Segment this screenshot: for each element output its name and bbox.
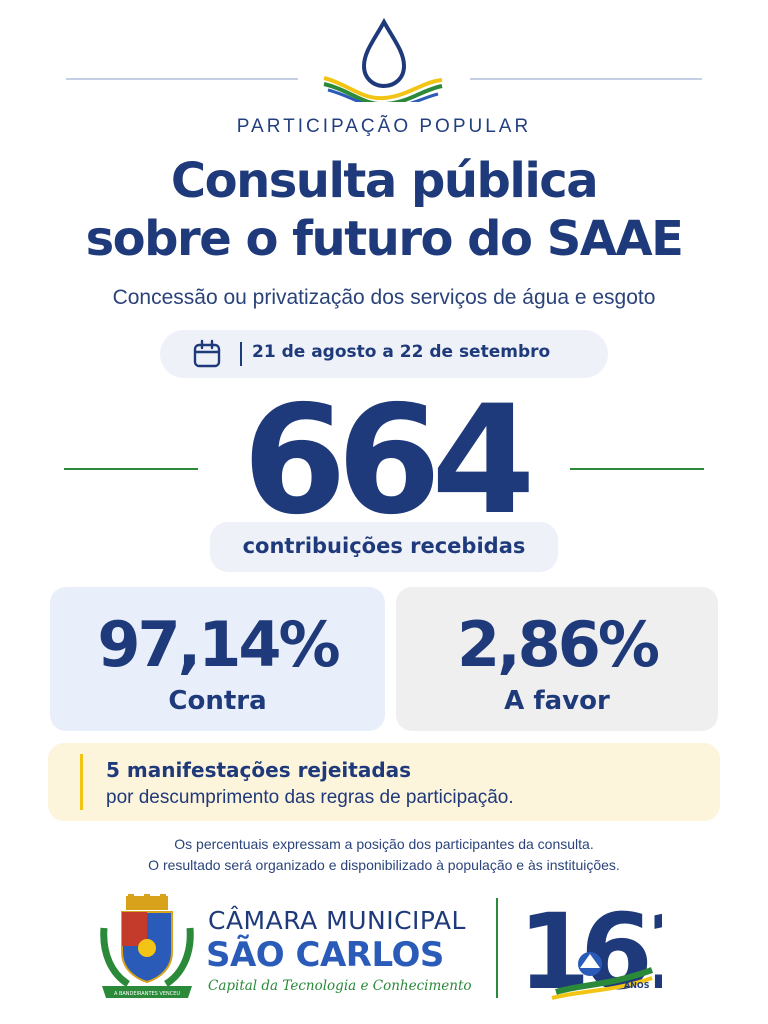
footer-separator (496, 898, 498, 998)
date-range: 21 de agosto a 22 de setembro (252, 342, 551, 362)
contributions-label: contribuições recebidas (242, 534, 526, 558)
anniversary-161-logo: 161 (518, 892, 662, 1002)
title-line-2: sobre o futuro do SAAE (85, 211, 684, 267)
title-line-1: Consulta pública (170, 153, 599, 209)
page-title: Consulta pública sobre o futuro do SAAE (0, 152, 768, 268)
kicker: PARTICIPAÇÃO POPULAR (236, 116, 532, 137)
number-left-line (64, 468, 198, 470)
notice-accent-bar (80, 754, 83, 810)
rejected-notice (48, 743, 720, 821)
favor-card (396, 587, 718, 731)
city-crest-logo: A BANDEIRANTES VENCEU (100, 894, 194, 998)
number-right-line (570, 468, 704, 470)
against-label: Contra (168, 686, 267, 716)
calendar-icon (193, 339, 221, 368)
date-separator (240, 342, 242, 366)
top-right-divider (470, 78, 702, 80)
notice-text: por descumprimento das regras de partici… (106, 787, 514, 808)
footnote-1: Os percentuais expressam a posição dos p… (174, 836, 594, 852)
water-drop-logo (323, 17, 443, 102)
against-card (50, 587, 385, 731)
subtitle: Concessão ou privatização dos serviços d… (112, 286, 656, 309)
favor-label: A favor (504, 686, 610, 716)
camara-line-1: CÂMARA MUNICIPAL (208, 906, 466, 935)
total-contributions-value: 664 (242, 374, 535, 548)
notice-title: 5 manifestações rejeitadas (106, 758, 412, 782)
date-pill (160, 330, 608, 378)
against-percent: 97,14% (97, 608, 340, 681)
contributions-pill (210, 522, 558, 572)
camara-tagline: Capital da Tecnologia e Conhecimento (208, 978, 472, 994)
favor-percent: 2,86% (456, 608, 660, 681)
top-left-divider (66, 78, 298, 80)
footnote-2: O resultado será organizado e disponibil… (148, 857, 620, 873)
anniversary-label: ANOS (624, 981, 650, 990)
crest-motto: A BANDEIRANTES VENCEU (114, 991, 180, 997)
camara-line-2: SÃO CARLOS (206, 935, 444, 975)
